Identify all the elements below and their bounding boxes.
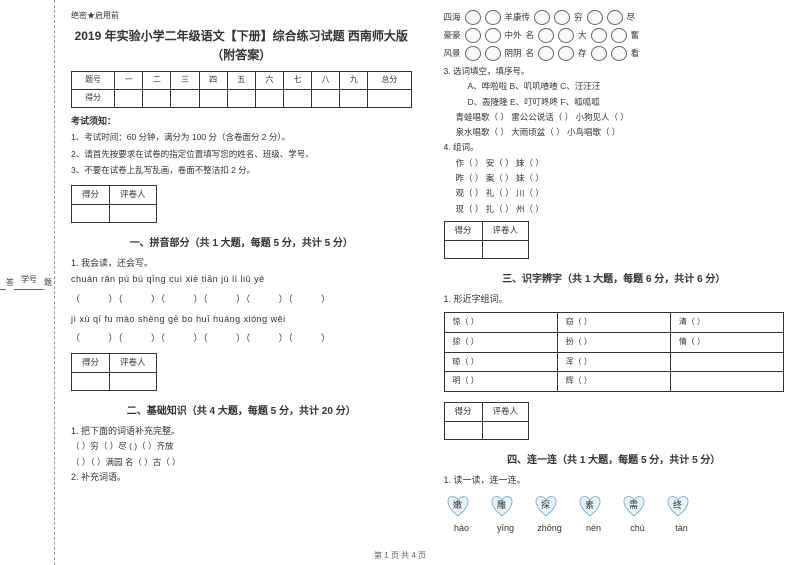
score-cell-2: 得分	[72, 354, 110, 373]
grader-cell-2: 评卷人	[110, 354, 157, 373]
grader-cell-4: 评卷人	[482, 403, 529, 422]
page-footer: 第 1 页 共 4 页	[0, 550, 800, 561]
paren-row-2: （）（）（）（）（）（）	[71, 329, 412, 349]
score-box-1: 得分评卷人	[71, 185, 412, 223]
rule-3: 3、不要在试卷上乱写乱画，卷面不整洁扣 2 分。	[71, 164, 412, 178]
sb-ans: 答	[6, 278, 14, 288]
heart-row: 嫩雕探素需终	[444, 493, 785, 517]
rules-block: 1、考试时间：60 分钟，满分为 100 分（含卷面分 2 分）。 2、请首先按…	[71, 131, 412, 178]
left-column: 绝密★启用前 2019 年实验小学二年级语文【下册】综合练习试题 西南师大版（附…	[55, 0, 428, 565]
section-4-title: 四、连一连（共 1 大题，每题 5 分，共计 5 分）	[444, 453, 785, 469]
grader-cell-3: 评卷人	[482, 221, 529, 240]
sb-topic: 题	[44, 278, 52, 288]
q3-line-2: 泉水唱歌（ ） 大雨顷盆（ ） 小鸟唱歌（ ）	[444, 125, 785, 140]
pinyin-row: hàoyīngzhōngnènchùtàn	[444, 521, 785, 535]
section-1-title: 一、拼音部分（共 1 大题，每题 5 分，共计 5 分）	[71, 236, 412, 252]
secret-label: 绝密★启用前	[71, 10, 412, 23]
q3-opts2: D、轰隆隆 E、叮叮咚咚 F、呱呱呱	[444, 95, 785, 110]
circle-fill-block: 四海羊康传穷尽豪豪中外名大奮风景阴阴名存看	[444, 10, 785, 61]
q2-2: 2. 补充词语。	[71, 470, 412, 484]
q4-l1: 作（ ） 安（ ） 妹（ ）	[444, 156, 785, 171]
q4-l2: 昨（ ） 案（ ） 妹（ ）	[444, 171, 785, 186]
pinyin-row-2: jì xù qī fu mào shènɡ ɡē bo huī huánɡ xi…	[71, 310, 412, 330]
binding-sidebar: 题 学号 答 姓名 不 班级 内 学校 剪 封 乡镇（街道）	[0, 0, 55, 565]
q2-1a: （ ）穷（ ）尽 ( )（ ）齐放	[71, 438, 412, 454]
q4-l3: 观（ ） 礼（ ） 川（ ）	[444, 186, 785, 201]
q3-1: 1. 形近字组词。	[444, 292, 785, 306]
q2-1: 1. 把下面的词语补充完整。	[71, 424, 412, 438]
q4-l4: 现（ ） 扎（ ） 州（ ）	[444, 202, 785, 217]
pinyin-row-1: chuán rǎn pù bù qīnɡ cuì xiè tiān jù lí …	[71, 270, 412, 290]
paren-row-1: （）（）（）（）（）（）	[71, 290, 412, 310]
sb-number: 学号	[21, 275, 37, 285]
score-cell-4: 得分	[444, 403, 482, 422]
char-table: 惊（ ）窃（ ）清（ ）掠（ ）扮（ ）情（ ）晾（ ）浑（ ）明（ ）辉（ ）	[444, 312, 785, 392]
score-box-2: 得分评卷人	[71, 353, 412, 391]
q3-opts: A、哗啦啦 B、叽叽喳喳 C、汪汪汪	[444, 79, 785, 94]
score-box-3: 得分评卷人	[444, 221, 785, 259]
rule-1: 1、考试时间：60 分钟，满分为 100 分（含卷面分 2 分）。	[71, 131, 412, 145]
section-2-title: 二、基础知识（共 4 大题，每题 5 分，共计 20 分）	[71, 404, 412, 420]
q3: 3. 选词填空，填序号。	[444, 64, 785, 79]
q4: 4. 组词。	[444, 140, 785, 155]
score-table: 题号一二三四五六七八九总分 得分	[71, 71, 412, 108]
section-3-title: 三、识字辨字（共 1 大题，每题 6 分，共计 6 分）	[444, 272, 785, 288]
rule-2: 2、请首先按要求在试卷的指定位置填写您的姓名、班级、学号。	[71, 148, 412, 162]
q1-1: 1. 我会读，还会写。	[71, 256, 412, 270]
grader-cell: 评卷人	[110, 185, 157, 204]
notice-heading: 考试须知：	[71, 114, 412, 128]
score-cell-3: 得分	[444, 221, 482, 240]
score-box-4: 得分评卷人	[444, 402, 785, 440]
q4-1: 1. 读一读，连一连。	[444, 473, 785, 487]
q2-1b: （ ）（ ）满园 名（ ）古（ ）	[71, 454, 412, 470]
q3-line-1: 青蛙唱歌（ ） 雷公公说话（ ） 小狗见人（ ）	[444, 110, 785, 125]
exam-title: 2019 年实验小学二年级语文【下册】综合练习试题 西南师大版（附答案）	[71, 27, 412, 65]
right-column: 四海羊康传穷尽豪豪中外名大奮风景阴阴名存看 3. 选词填空，填序号。 A、哗啦啦…	[428, 0, 800, 565]
score-cell: 得分	[72, 185, 110, 204]
